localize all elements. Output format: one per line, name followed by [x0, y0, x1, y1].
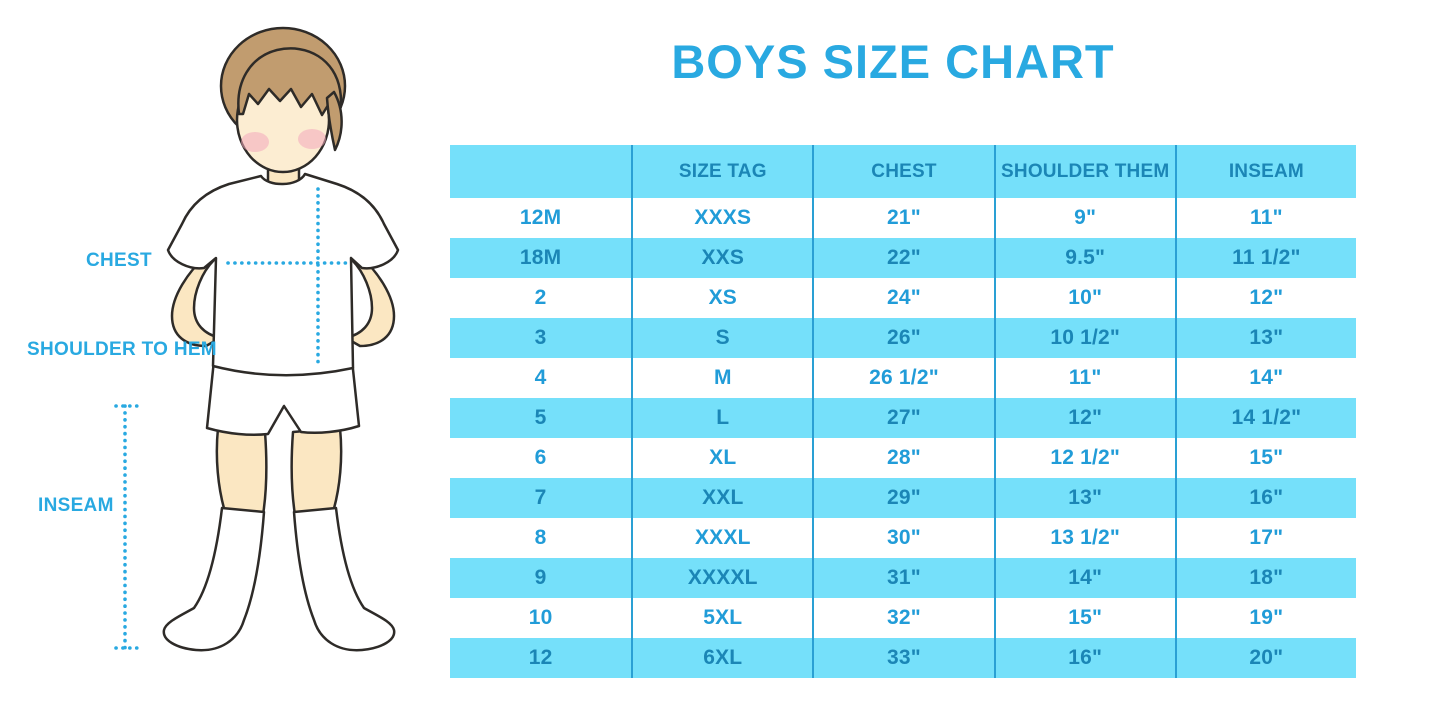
- table-cell: M: [631, 358, 813, 398]
- page-title: BOYS SIZE CHART: [671, 35, 1115, 88]
- table-cell: 9.5": [993, 238, 1175, 278]
- table-cell: 12": [1174, 278, 1356, 318]
- table-cell: 12: [450, 638, 632, 678]
- table-cell: 5XL: [631, 598, 813, 638]
- table-cell: 12 1/2": [993, 438, 1175, 478]
- right-sock: [292, 506, 396, 652]
- table-cell: 21": [812, 198, 994, 238]
- table-cell: 3: [450, 318, 632, 358]
- table-cell: 19": [1174, 598, 1356, 638]
- table-cell: 11 1/2": [1174, 238, 1356, 278]
- table-cell: 13": [1174, 318, 1356, 358]
- table-cell: 29": [812, 478, 994, 518]
- left-sock: [162, 506, 266, 652]
- table-cell: 9": [993, 198, 1175, 238]
- table-cell: 8: [450, 518, 632, 558]
- table-cell: 13 1/2": [993, 518, 1175, 558]
- table-cell: XXXXL: [631, 558, 813, 598]
- table-cell: 10: [450, 598, 632, 638]
- table-cell: 24": [812, 278, 994, 318]
- table-cell: S: [631, 318, 813, 358]
- table-cell: 18": [1174, 558, 1356, 598]
- right-leg: [290, 426, 343, 517]
- table-cell: 14": [993, 558, 1175, 598]
- header-cell: CHEST: [812, 145, 994, 198]
- boy-figure-illustration: [114, 26, 400, 652]
- figure-panel: CHEST SHOULDER TO HEM INSEAM: [0, 0, 450, 723]
- table-cell: XXL: [631, 478, 813, 518]
- table-cell: 16": [1174, 478, 1356, 518]
- table-cell: 26": [812, 318, 994, 358]
- table-cell: 30": [812, 518, 994, 558]
- table-cell: 11": [993, 358, 1175, 398]
- header-cell: SHOULDER THEM: [993, 145, 1175, 198]
- table-cell: 5: [450, 398, 632, 438]
- inseam-label: INSEAM: [38, 495, 114, 516]
- table-cell: 2: [450, 278, 632, 318]
- table-cell: 4: [450, 358, 632, 398]
- table-cell: 15": [1174, 438, 1356, 478]
- table-cell: 13": [993, 478, 1175, 518]
- table-cell: 16": [993, 638, 1175, 678]
- shorts: [205, 358, 361, 436]
- table-cell: 18M: [450, 238, 632, 278]
- hair-fringe: [237, 47, 343, 122]
- header-cell: SIZE TAG: [631, 145, 813, 198]
- table-cell: 26 1/2": [812, 358, 994, 398]
- table-cell: 31": [812, 558, 994, 598]
- table-cell: XXXS: [631, 198, 813, 238]
- table-cell: XS: [631, 278, 813, 318]
- table-cell: 20": [1174, 638, 1356, 678]
- header-cell: [450, 145, 632, 198]
- table-cell: 9: [450, 558, 632, 598]
- table-cell: 32": [812, 598, 994, 638]
- table-cell: 14 1/2": [1174, 398, 1356, 438]
- table-cell: 10": [993, 278, 1175, 318]
- table-cell: 12M: [450, 198, 632, 238]
- left-cheek: [241, 132, 269, 152]
- table-cell: 33": [812, 638, 994, 678]
- table-cell: 14": [1174, 358, 1356, 398]
- table-cell: XXS: [631, 238, 813, 278]
- table-cell: 10 1/2": [993, 318, 1175, 358]
- table-cell: 17": [1174, 518, 1356, 558]
- table-cell: 11": [1174, 198, 1356, 238]
- table-cell: 7: [450, 478, 632, 518]
- table-cell: 22": [812, 238, 994, 278]
- size-table: SIZE TAG CHEST SHOULDER THEM INSEAM 12M XXXS 2…: [450, 145, 1356, 678]
- table-cell: 27": [812, 398, 994, 438]
- table-cell: XL: [631, 438, 813, 478]
- table-cell: XXXL: [631, 518, 813, 558]
- left-leg: [215, 426, 268, 517]
- hair-sideburn: [325, 90, 343, 152]
- chest-label: CHEST: [86, 250, 152, 271]
- table-cell: 15": [993, 598, 1175, 638]
- right-cheek: [298, 129, 326, 149]
- table-cell: 6: [450, 438, 632, 478]
- header-cell: INSEAM: [1174, 145, 1356, 198]
- t-shirt: [166, 172, 400, 377]
- table-cell: 6XL: [631, 638, 813, 678]
- shoulder-to-hem-label: SHOULDER TO HEM: [27, 339, 217, 360]
- table-cell: 28": [812, 438, 994, 478]
- table-cell: 12": [993, 398, 1175, 438]
- measurement-lines: [114, 187, 348, 650]
- table-cell: L: [631, 398, 813, 438]
